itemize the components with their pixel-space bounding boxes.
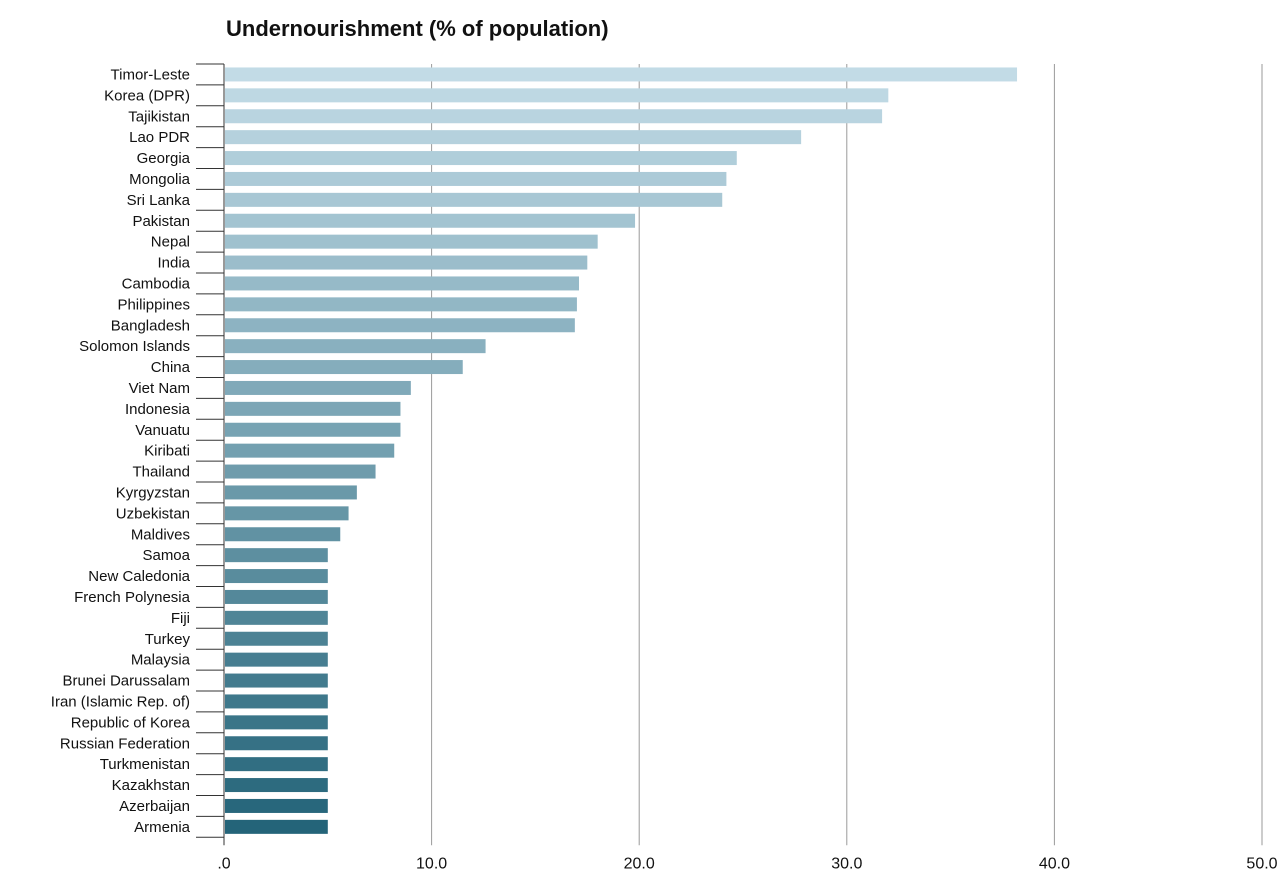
x-tick-label: 10.0 [416,855,447,872]
x-tick-label: 20.0 [624,855,655,872]
category-label: Turkey [145,631,191,648]
category-label: French Polynesia [74,589,191,606]
bar-georgia [225,151,737,166]
bar-korea-dpr [225,88,889,103]
category-label: Cambodia [122,275,191,292]
x-axis-ticks: .0 10.0 20.0 30.0 40.0 50.0 [217,855,1277,872]
category-label: Nepal [151,234,190,251]
bar-kyrgyzstan [225,485,357,500]
category-label: New Caledonia [88,568,190,585]
chart-title: Undernourishment (% of population) [226,16,609,41]
category-label: Solomon Islands [79,338,190,355]
category-label: Korea (DPR) [104,87,190,104]
bar-russian-federation [225,736,328,751]
bar-fiji [225,610,328,625]
bar-viet-nam [225,380,411,395]
bar-turkey [225,631,328,646]
bar-bangladesh [225,318,575,333]
category-label: Fiji [171,610,190,627]
category-label: India [157,255,190,272]
category-label: Indonesia [125,401,191,418]
category-label: Russian Federation [60,735,190,752]
category-label: Viet Nam [129,380,190,397]
bar-french-polynesia [225,589,328,604]
x-tick-label: 30.0 [831,855,862,872]
bar-turkmenistan [225,757,328,772]
category-label: Philippines [117,296,190,313]
category-label: Lao PDR [129,129,190,146]
x-tick-label: .0 [217,855,230,872]
bar-vanuatu [225,422,401,437]
bar-indonesia [225,401,401,416]
category-label: China [151,359,191,376]
category-labels: Timor-Leste Korea (DPR) Tajikistan Lao PDR G… [51,66,191,835]
bar-thailand [225,464,376,479]
bar-mongolia [225,171,727,186]
category-label: Tajikistan [128,108,190,125]
bar-cambodia [225,276,579,291]
category-label: Uzbekistan [116,505,190,522]
bar-china [225,360,463,375]
category-label: Armenia [134,819,191,836]
category-label: Mongolia [129,171,191,188]
bar-iran-islamic-rep-of [225,694,328,709]
bar-tajikistan [225,109,883,124]
bars [225,67,1018,834]
category-label: Samoa [142,547,190,564]
bar-brunei-darussalam [225,673,328,688]
bar-pakistan [225,213,636,228]
y-axis [196,63,225,846]
category-label: Malaysia [131,652,191,669]
bar-nepal [225,234,598,249]
category-label: Georgia [137,150,191,167]
category-label: Maldives [131,526,190,543]
bar-new-caledonia [225,569,328,584]
x-tick-label: 40.0 [1039,855,1070,872]
category-label: Kiribati [144,443,190,460]
category-label: Vanuatu [135,422,190,439]
x-tick-label: 50.0 [1246,855,1277,872]
bar-philippines [225,297,577,312]
bar-maldives [225,527,341,542]
bar-kazakhstan [225,778,328,793]
bar-uzbekistan [225,506,349,521]
category-label: Brunei Darussalam [62,673,190,690]
category-label: Iran (Islamic Rep. of) [51,693,190,710]
category-label: Azerbaijan [119,798,190,815]
category-label: Kazakhstan [112,777,190,794]
bar-azerbaijan [225,798,328,813]
category-label: Turkmenistan [100,756,190,773]
category-label: Republic of Korea [71,714,191,731]
category-label: Kyrgyzstan [116,484,190,501]
bar-india [225,255,588,270]
bar-timor-leste [225,67,1018,82]
bar-malaysia [225,652,328,667]
bar-kiribati [225,443,395,458]
bar-armenia [225,819,328,834]
bar-sri-lanka [225,192,723,207]
category-label: Timor-Leste [111,66,190,83]
bar-lao-pdr [225,130,802,145]
category-label: Thailand [132,464,190,481]
category-label: Bangladesh [111,317,190,334]
category-label: Pakistan [132,213,190,230]
bar-solomon-islands [225,339,486,354]
category-label: Sri Lanka [127,192,191,209]
bar-republic-of-korea [225,715,328,730]
bar-samoa [225,548,328,563]
